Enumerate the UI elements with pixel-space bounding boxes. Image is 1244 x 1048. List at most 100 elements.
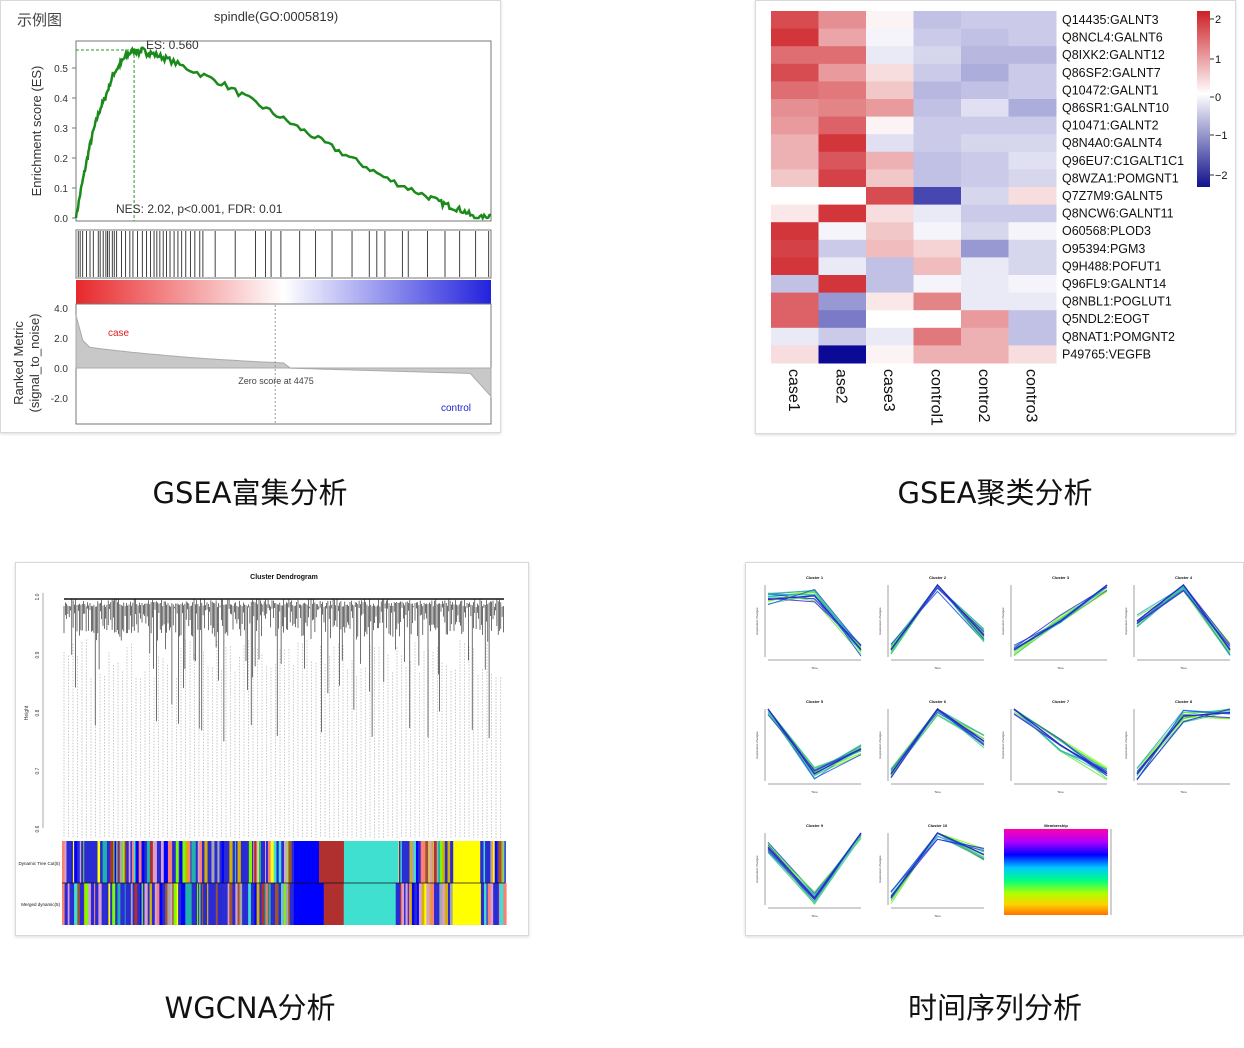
module-color-strip <box>256 883 260 925</box>
module-color-strip <box>198 883 200 925</box>
cluster-series-line <box>890 708 985 770</box>
cluster-x-label: Time <box>1057 790 1064 794</box>
module-color-strip <box>74 883 78 925</box>
module-color-strip <box>130 841 133 883</box>
cluster-series-line <box>890 708 985 772</box>
cluster-y-label: Expression changes <box>1124 607 1128 635</box>
heatmap-cell <box>818 28 867 47</box>
module-color-strip <box>154 883 158 925</box>
module-color-strip <box>444 841 448 883</box>
module-color-strip <box>100 841 103 883</box>
module-color-strip <box>383 883 389 925</box>
module-color-strip <box>160 841 165 883</box>
heatmap-cell <box>961 11 1009 30</box>
module-color-strip <box>116 841 118 883</box>
heatmap-cell <box>961 187 1009 206</box>
heatmap-cell <box>771 239 819 258</box>
heatmap-cell <box>913 327 962 346</box>
heatmap-cell <box>818 327 867 346</box>
module-color-strip <box>86 841 90 883</box>
heatmap-cell <box>818 46 867 65</box>
heatmap-cell <box>771 99 819 118</box>
module-color-strip <box>293 841 300 883</box>
module-color-strip <box>383 841 389 883</box>
module-color-strip <box>490 841 492 883</box>
module-color-strip <box>273 841 277 883</box>
module-color-strip <box>131 841 135 883</box>
module-color-strip <box>414 883 418 925</box>
legend-tick-label: −1 <box>1215 130 1228 142</box>
module-color-strip <box>282 883 285 925</box>
module-color-strip <box>204 841 208 883</box>
module-color-strip <box>440 841 443 883</box>
module-color-strip <box>254 841 257 883</box>
module-color-strip <box>77 883 81 925</box>
heatmap-cell <box>818 116 867 135</box>
rank-gradient-bar <box>76 280 491 304</box>
module-color-strip <box>97 841 101 883</box>
module-color-strip <box>151 883 156 925</box>
cluster-series-line <box>1136 590 1231 656</box>
heatmap-cell <box>961 134 1009 153</box>
module-color-strip <box>461 883 465 925</box>
module-color-strip <box>246 841 250 883</box>
module-color-strip <box>175 841 180 883</box>
heatmap-cell <box>818 292 867 311</box>
heatmap-row-label: Q8NCW6:GALNT11 <box>1062 207 1174 221</box>
module-color-strip <box>298 883 305 925</box>
module-color-strip <box>130 883 133 925</box>
heatmap-cell <box>818 81 867 100</box>
module-color-strip <box>159 883 163 925</box>
height-axis-label: Height <box>24 705 30 720</box>
module-color-strip <box>458 883 462 925</box>
module-color-strip <box>201 841 205 883</box>
module-color-strip <box>417 841 421 883</box>
module-color-strip <box>450 883 453 925</box>
module-color-strip <box>128 841 131 883</box>
module-color-strip <box>223 883 225 925</box>
heatmap-cell <box>818 99 867 118</box>
heatmap-cell <box>1008 327 1057 346</box>
corner-label: 示例图 <box>17 12 62 29</box>
cluster-center-line <box>1013 584 1108 651</box>
heatmap-cell <box>913 239 962 258</box>
module-color-strip <box>387 883 393 925</box>
cluster-series-line <box>890 708 985 775</box>
heatmap-cell <box>866 239 914 258</box>
cluster-series-line <box>767 711 862 776</box>
module-color-strip <box>283 841 285 883</box>
cluster-series-line <box>890 708 985 772</box>
module-color-strip <box>149 883 153 925</box>
module-color-strip <box>91 841 96 883</box>
module-color-strip <box>122 841 125 883</box>
module-color-strip <box>500 883 502 925</box>
cluster-series-line <box>1136 590 1231 647</box>
module-color-strip <box>391 883 397 925</box>
module-color-strip <box>347 841 353 883</box>
module-color-strip <box>103 841 108 883</box>
cluster-series-line <box>890 832 985 899</box>
module-color-strip <box>351 841 357 883</box>
cluster-series-line <box>1136 585 1231 656</box>
module-color-strip <box>308 883 315 925</box>
module-color-strip <box>178 841 181 883</box>
hits-frame <box>75 229 492 279</box>
heatmap-cell <box>866 134 914 153</box>
module-color-strip <box>480 883 485 925</box>
heatmap-cell <box>866 310 914 329</box>
cluster-center-line <box>767 832 862 899</box>
heatmap-cell <box>771 134 819 153</box>
module-color-strip <box>267 841 271 883</box>
heatmap-row-label: Q8NAT1:POMGNT2 <box>1062 330 1175 344</box>
timeseries-chart: Cluster 1 Expression changes Time Cluster 2… <box>755 575 1231 918</box>
module-color-strip <box>170 841 173 883</box>
module-color-strip <box>436 883 440 925</box>
legend-tick-label: 2 <box>1215 14 1221 26</box>
module-color-strip <box>430 883 435 925</box>
heatmap-cell <box>961 275 1009 294</box>
module-color-strip <box>397 883 401 925</box>
heatmap-cell <box>866 345 914 364</box>
module-color-strip <box>395 883 398 925</box>
module-color-strip <box>140 883 142 925</box>
module-color-strip <box>199 883 201 925</box>
